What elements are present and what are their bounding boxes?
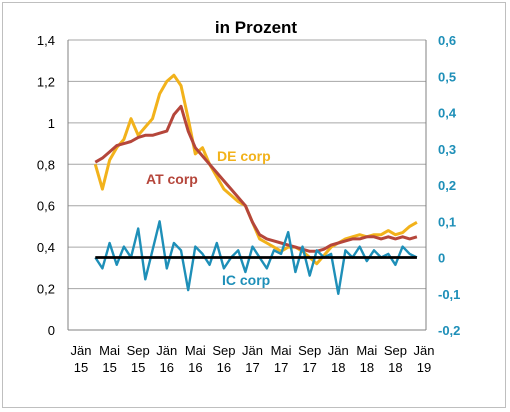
x-tick-year: 18: [388, 360, 402, 375]
x-tick-month: Mai: [271, 343, 292, 358]
y-left-tick-label: 0,8: [37, 157, 55, 172]
x-tick-year: 16: [217, 360, 231, 375]
y-right-tick-label: -0,2: [438, 323, 460, 338]
x-tick-year: 16: [160, 360, 174, 375]
y-left-tick-label: 1,4: [37, 33, 55, 48]
x-tick-month: Sep: [298, 343, 321, 358]
axes: 0 0,2 0,4 0,6 0,8 1 1,2 1,4 -0,2 -0,1 0 0,1 0,2 0,3 0,…: [37, 33, 460, 375]
y-left-tick-label: 0,4: [37, 240, 55, 255]
x-tick-month: Jän: [414, 343, 435, 358]
x-tick-year: 16: [188, 360, 202, 375]
x-tick-year: 19: [417, 360, 431, 375]
series-labels: DE corp AT corp IC corp: [146, 148, 271, 288]
x-tick-month: Mai: [99, 343, 120, 358]
y-right-tick-label: 0,3: [438, 142, 456, 157]
series-ic-corp: [94, 220, 418, 295]
x-tick-month: Sep: [127, 343, 150, 358]
x-tick-month: Sep: [212, 343, 235, 358]
y-left-tick-label: 0: [48, 323, 55, 338]
y-right-tick-label: 0,2: [438, 178, 456, 193]
x-tick-year: 17: [245, 360, 259, 375]
x-tick-year: 15: [74, 360, 88, 375]
y-right-tick-label: 0,5: [438, 69, 456, 84]
x-tick-year: 15: [131, 360, 145, 375]
y-left-tick-label: 0,2: [37, 282, 55, 297]
label-de-corp: DE corp: [217, 148, 271, 164]
chart-title: in Prozent: [215, 18, 298, 37]
x-tick-year: 18: [331, 360, 345, 375]
x-tick-month: Mai: [356, 343, 377, 358]
y-right-tick-label: -0,1: [438, 287, 460, 302]
series-at-corp: [94, 104, 418, 253]
y-left-tick-label: 1,2: [37, 74, 55, 89]
y-left-tick-label: 1: [48, 116, 55, 131]
x-tick-year: 18: [360, 360, 374, 375]
y-right-tick-label: 0,6: [438, 33, 456, 48]
y-right-tick-label: 0,4: [438, 106, 457, 121]
x-tick-month: Jän: [71, 343, 92, 358]
x-tick-month: Jän: [156, 343, 177, 358]
x-tick-month: Jän: [242, 343, 263, 358]
x-tick-year: 17: [274, 360, 288, 375]
chart-frame: [2, 2, 506, 408]
y-left-tick-label: 0,6: [37, 199, 55, 214]
series-group: [93, 73, 418, 295]
x-tick-year: 17: [302, 360, 316, 375]
label-ic-corp: IC corp: [222, 272, 270, 288]
x-tick-month: Jän: [328, 343, 349, 358]
y-right-tick-label: 0,1: [438, 214, 456, 229]
y-right-tick-label: 0: [438, 251, 445, 266]
x-tick-year: 15: [102, 360, 116, 375]
x-tick-month: Sep: [384, 343, 407, 358]
label-at-corp: AT corp: [146, 171, 198, 187]
x-tick-month: Mai: [185, 343, 206, 358]
